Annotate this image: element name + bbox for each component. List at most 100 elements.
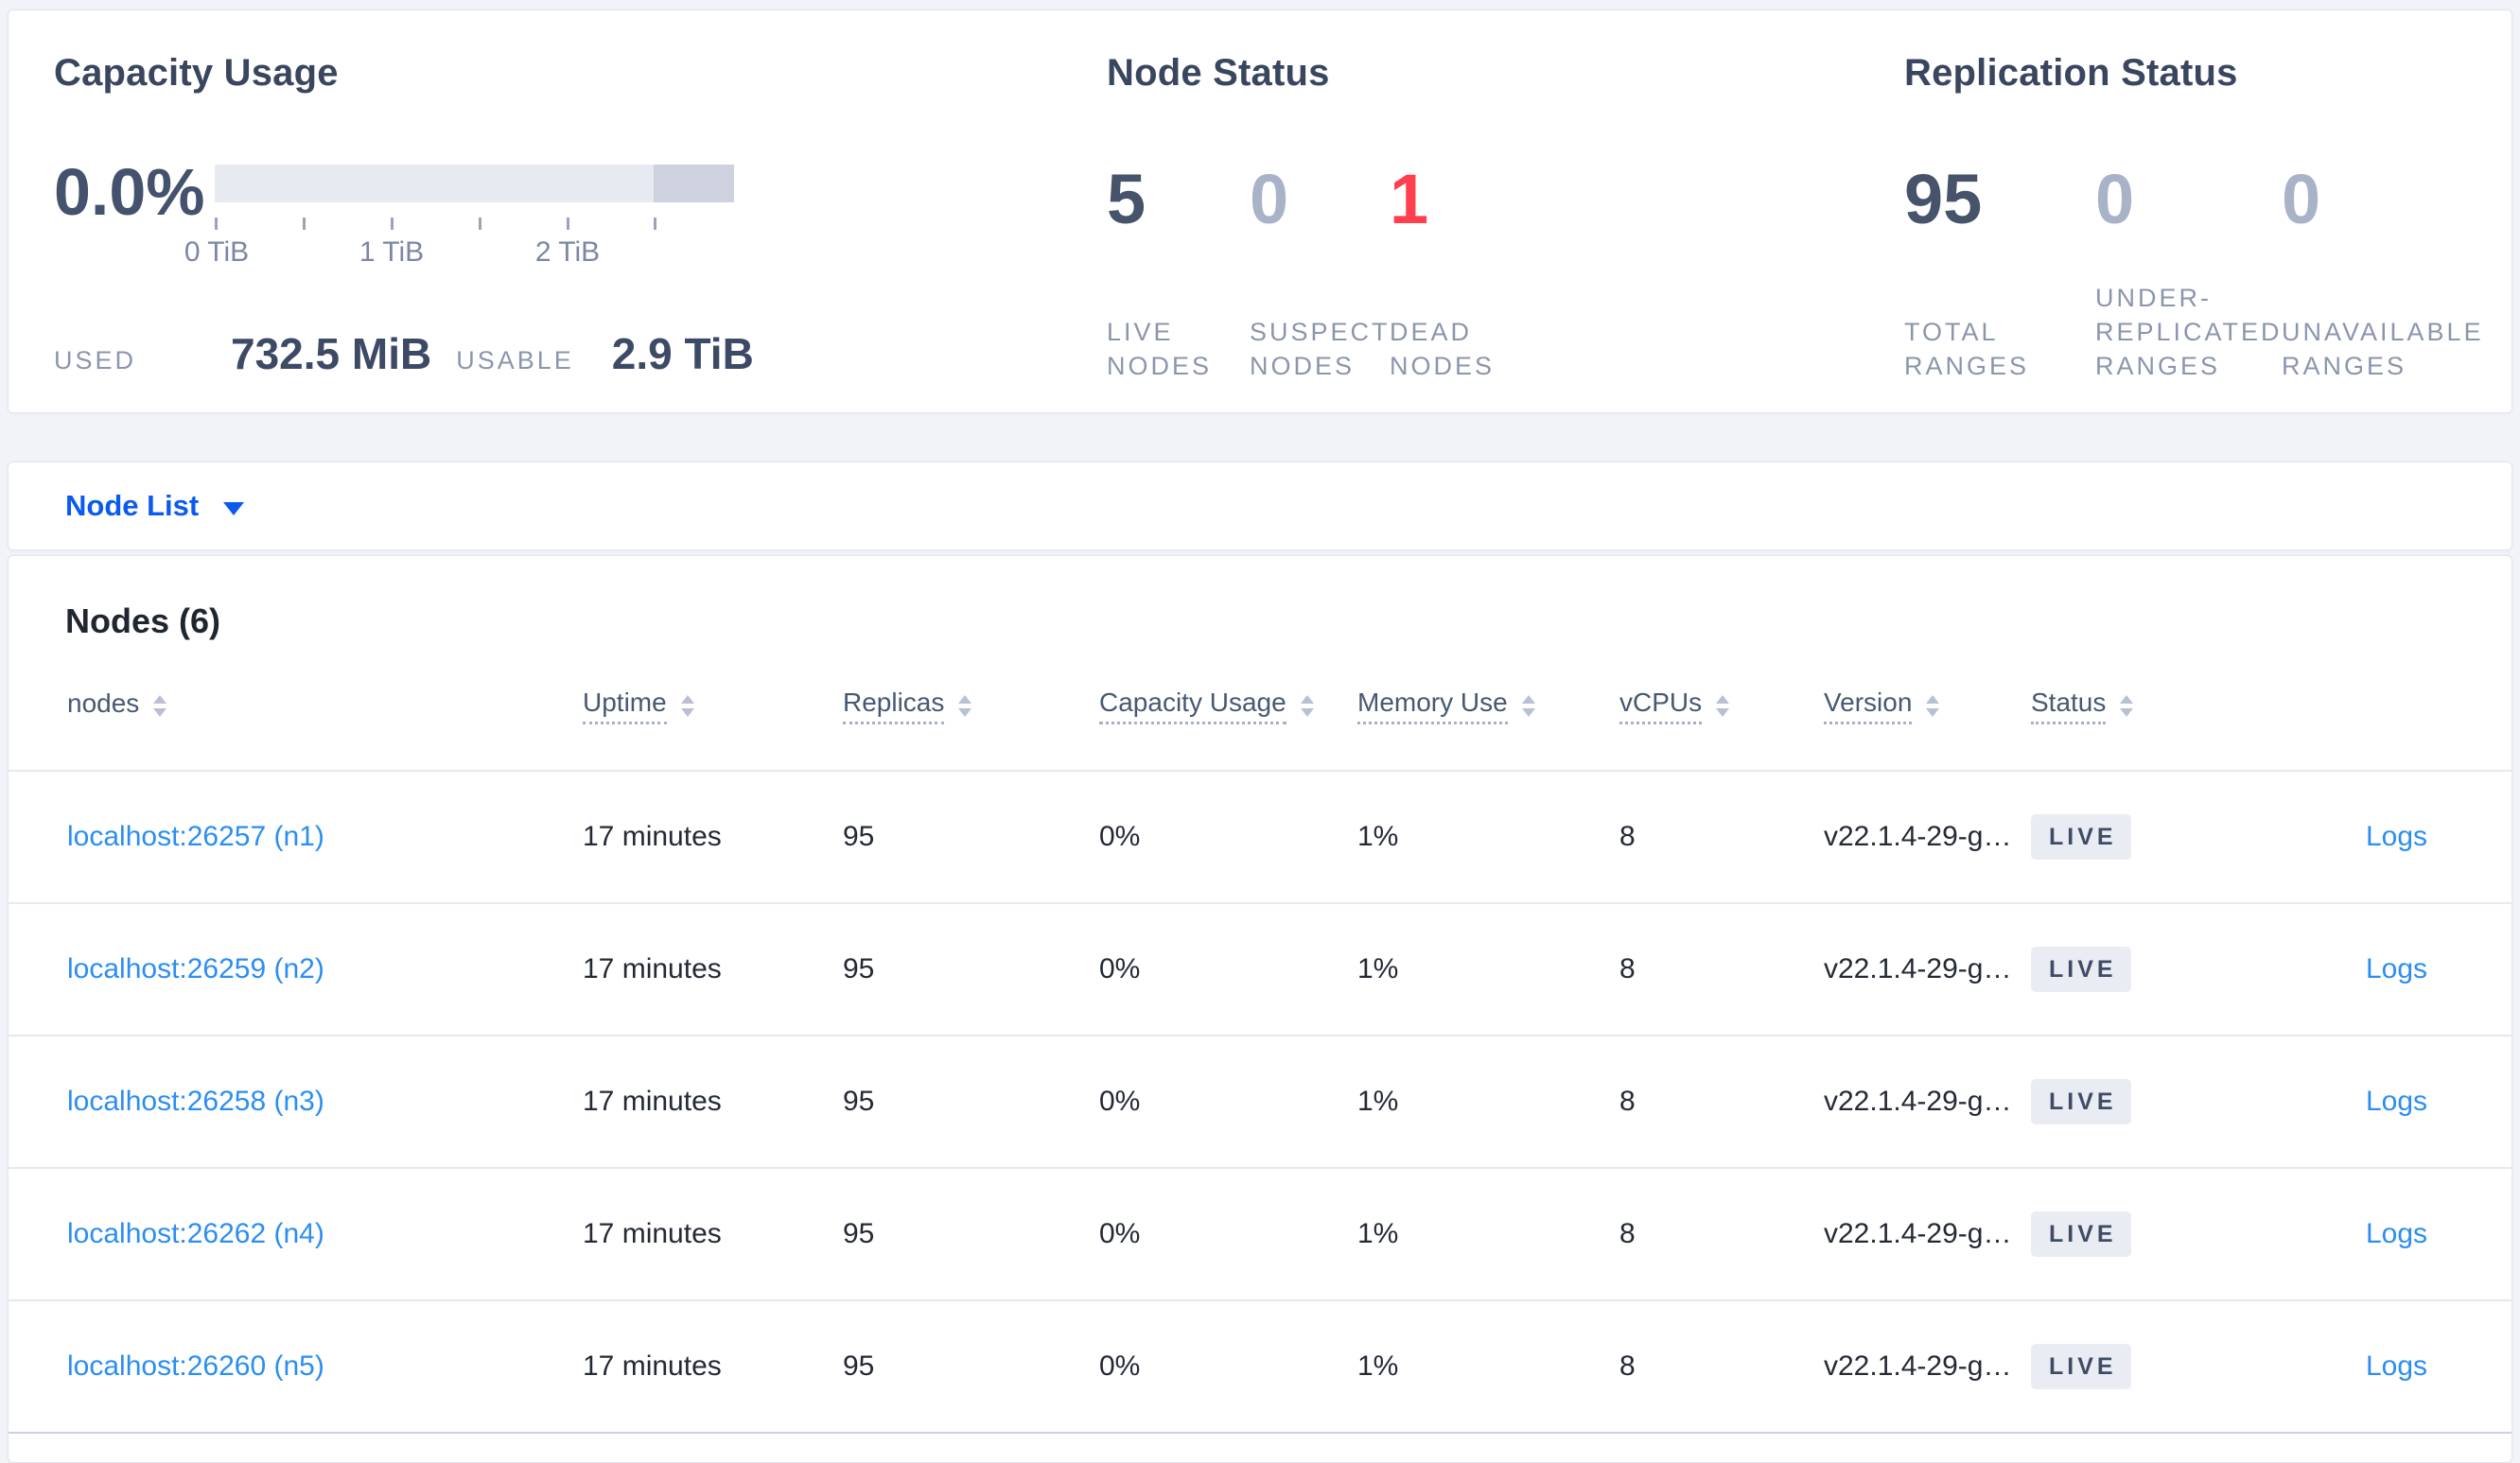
column-header-memory-use[interactable]: Memory Use bbox=[1357, 688, 1619, 724]
usable-label: USABLE bbox=[456, 346, 574, 374]
stat-under-replicated-ranges: 0 UNDER-REPLICATED RANGES bbox=[2095, 160, 2280, 383]
replicas-cell: 95 bbox=[843, 1218, 875, 1249]
logs-cell: Logs bbox=[2366, 1350, 2427, 1383]
replicas-cell: 95 bbox=[843, 953, 875, 984]
status-badge: LIVE bbox=[2031, 1079, 2131, 1124]
capacity-percent: 0.0% bbox=[54, 155, 205, 229]
axis-tick bbox=[303, 218, 306, 230]
suspect-nodes-count: 0 bbox=[1250, 160, 1289, 238]
stat-suspect-nodes: 0 SUSPECT NODES bbox=[1250, 160, 1387, 383]
used-value: 732.5 MiB bbox=[231, 329, 432, 378]
table-row: localhost:26257 (n1) 17 minutes 95 0% 1%… bbox=[9, 772, 2511, 904]
column-header-replicas[interactable]: Replicas bbox=[843, 688, 1099, 724]
replicas-cell: 95 bbox=[843, 821, 875, 852]
node-address-cell: localhost:26257 (n1) bbox=[67, 821, 583, 853]
column-header-status[interactable]: Status bbox=[2031, 688, 2366, 724]
node-link[interactable]: localhost:26257 (n1) bbox=[67, 821, 324, 852]
version-cell: v22.1.4-29-g… bbox=[1824, 1350, 2012, 1382]
version-cell: v22.1.4-29-g… bbox=[1824, 1218, 2012, 1249]
capacity-stats: USED 732.5 MiB USABLE 2.9 TiB bbox=[54, 328, 754, 379]
column-header-uptime[interactable]: Uptime bbox=[583, 688, 843, 724]
column-header-capacity-usage[interactable]: Capacity Usage bbox=[1099, 688, 1357, 724]
unavailable-ranges-count: 0 bbox=[2282, 160, 2321, 238]
memory-use-cell: 1% bbox=[1357, 1086, 1399, 1117]
suspect-nodes-label: SUSPECT NODES bbox=[1250, 318, 1391, 380]
live-nodes-label: LIVE NODES bbox=[1107, 318, 1213, 380]
capacity-bar-reserved-segment bbox=[654, 165, 734, 202]
capacity-bar-track bbox=[215, 165, 734, 202]
stat-unavailable-ranges: 0 UNAVAILABLE RANGES bbox=[2282, 160, 2481, 383]
dead-nodes-label: DEAD NODES bbox=[1390, 318, 1496, 380]
vcpus-cell: 8 bbox=[1619, 953, 1636, 984]
logs-link[interactable]: Logs bbox=[2366, 821, 2428, 852]
logs-link[interactable]: Logs bbox=[2366, 1218, 2428, 1249]
table-body: localhost:26257 (n1) 17 minutes 95 0% 1%… bbox=[9, 772, 2511, 1434]
capacity-usage-cell: 0% bbox=[1099, 1350, 1141, 1382]
table-row: localhost:26262 (n4) 17 minutes 95 0% 1%… bbox=[9, 1169, 2511, 1301]
node-link[interactable]: localhost:26260 (n5) bbox=[67, 1350, 324, 1382]
node-link[interactable]: localhost:26259 (n2) bbox=[67, 953, 324, 984]
logs-link[interactable]: Logs bbox=[2366, 953, 2428, 984]
total-ranges-label: TOTAL RANGES bbox=[1904, 318, 2030, 380]
vcpus-cell: 8 bbox=[1619, 821, 1636, 852]
status-cell: LIVE bbox=[2031, 814, 2366, 860]
memory-use-cell: 1% bbox=[1357, 1350, 1399, 1382]
table-row: localhost:26260 (n5) 17 minutes 95 0% 1%… bbox=[9, 1301, 2511, 1434]
column-header-version[interactable]: Version bbox=[1824, 688, 2031, 724]
axis-tick bbox=[215, 218, 218, 230]
stat-dead-nodes: 1 DEAD NODES bbox=[1390, 160, 1492, 383]
logs-cell: Logs bbox=[2366, 821, 2427, 853]
vcpus-cell: 8 bbox=[1619, 1086, 1636, 1117]
node-address-cell: localhost:26259 (n2) bbox=[67, 953, 583, 985]
live-nodes-count: 5 bbox=[1107, 160, 1146, 238]
axis-tick-label: 0 TiB bbox=[184, 236, 250, 268]
replicas-cell: 95 bbox=[843, 1086, 875, 1117]
table-header-row: nodes Uptime Replicas Capacity Usage Mem… bbox=[9, 641, 2511, 772]
used-label: USED bbox=[54, 346, 137, 374]
logs-cell: Logs bbox=[2366, 1218, 2427, 1250]
memory-use-cell: 1% bbox=[1357, 821, 1399, 852]
sort-icon bbox=[153, 694, 167, 717]
logs-cell: Logs bbox=[2366, 1086, 2427, 1118]
status-cell: LIVE bbox=[2031, 1344, 2366, 1389]
nodes-table-card: Nodes (6) nodes Uptime Replicas Capacity… bbox=[8, 555, 2512, 1463]
cluster-summary-card: Capacity Usage 0.0% 0 TiB 1 TiB 2 TiB US… bbox=[8, 9, 2512, 413]
version-cell: v22.1.4-29-g… bbox=[1824, 1086, 2012, 1117]
column-header-nodes[interactable]: nodes bbox=[67, 688, 583, 723]
status-badge: LIVE bbox=[2031, 814, 2131, 860]
node-status-title: Node Status bbox=[1107, 52, 1330, 94]
table-row: localhost:26259 (n2) 17 minutes 95 0% 1%… bbox=[9, 904, 2511, 1036]
uptime-cell: 17 minutes bbox=[583, 953, 722, 984]
axis-tick bbox=[567, 218, 569, 230]
under-replicated-count: 0 bbox=[2095, 160, 2135, 238]
capacity-bar-chart: 0 TiB 1 TiB 2 TiB bbox=[184, 165, 734, 278]
uptime-cell: 17 minutes bbox=[583, 1350, 722, 1382]
unavailable-ranges-label: UNAVAILABLE RANGES bbox=[2282, 318, 2484, 380]
status-cell: LIVE bbox=[2031, 1079, 2366, 1124]
table-row: localhost:26258 (n3) 17 minutes 95 0% 1%… bbox=[9, 1036, 2511, 1169]
logs-link[interactable]: Logs bbox=[2366, 1086, 2428, 1117]
chevron-down-icon[interactable] bbox=[223, 502, 245, 515]
sort-icon bbox=[1926, 694, 1940, 717]
dead-nodes-count: 1 bbox=[1390, 160, 1429, 238]
usable-value: 2.9 TiB bbox=[611, 329, 754, 378]
logs-cell: Logs bbox=[2366, 953, 2427, 985]
node-list-dropdown[interactable]: Node List bbox=[65, 489, 200, 522]
node-link[interactable]: localhost:26262 (n4) bbox=[67, 1218, 324, 1249]
sort-icon bbox=[1521, 694, 1535, 717]
stat-total-ranges: 95 TOTAL RANGES bbox=[1904, 164, 2026, 383]
column-header-vcpus[interactable]: vCPUs bbox=[1619, 688, 1824, 724]
version-cell: v22.1.4-29-g… bbox=[1824, 953, 2012, 984]
sort-icon bbox=[1716, 694, 1730, 717]
node-address-cell: localhost:26258 (n3) bbox=[67, 1086, 583, 1118]
sort-icon bbox=[1300, 694, 1314, 717]
vcpus-cell: 8 bbox=[1619, 1350, 1636, 1382]
node-address-cell: localhost:26260 (n5) bbox=[67, 1350, 583, 1383]
capacity-usage-cell: 0% bbox=[1099, 1086, 1141, 1117]
logs-link[interactable]: Logs bbox=[2366, 1350, 2428, 1382]
node-link[interactable]: localhost:26258 (n3) bbox=[67, 1086, 324, 1117]
status-badge: LIVE bbox=[2031, 1344, 2131, 1389]
status-badge: LIVE bbox=[2031, 1211, 2131, 1257]
under-replicated-label: UNDER-REPLICATED RANGES bbox=[2095, 284, 2283, 380]
axis-tick bbox=[654, 218, 656, 230]
